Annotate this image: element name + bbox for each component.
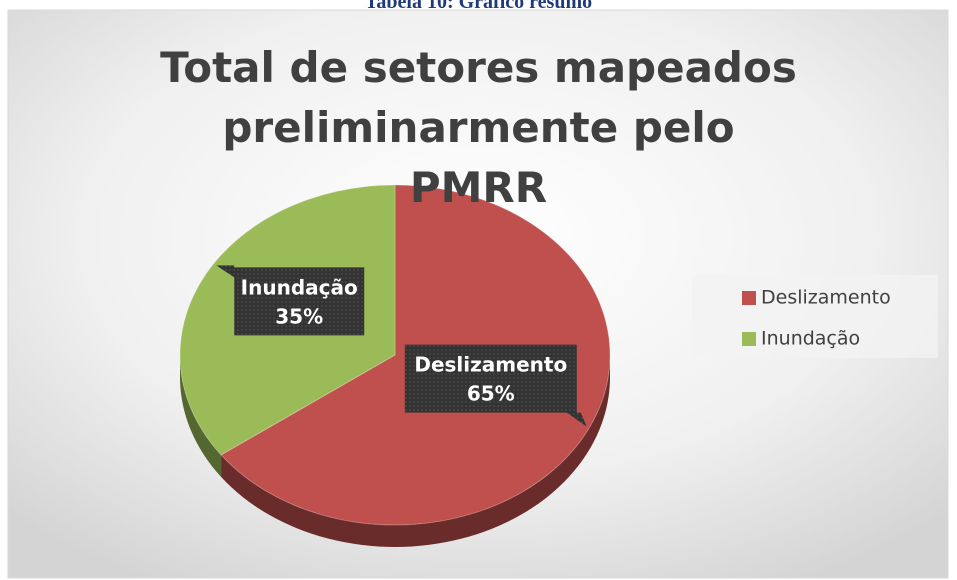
- data-label: Inundação 35%: [241, 275, 358, 328]
- data-label-category: Inundação: [241, 275, 358, 299]
- chart-title: Total de setores mapeados preliminarment…: [160, 43, 797, 212]
- legend-label: Inundação: [761, 328, 860, 350]
- slice-side: [221, 355, 610, 547]
- slice-side: [180, 355, 222, 477]
- legend-swatch: [742, 332, 756, 346]
- caption: Tabela 10: Gráfico resumo: [364, 0, 593, 13]
- data-label-value: 35%: [275, 304, 323, 328]
- data-label-value: 65%: [467, 381, 515, 405]
- legend-swatch: [742, 291, 756, 305]
- label-box: [404, 344, 587, 427]
- legend-label: Deslizamento: [761, 287, 891, 309]
- legend-box: [692, 275, 938, 358]
- data-label-category: Deslizamento: [414, 352, 567, 376]
- data-label: Deslizamento 65%: [414, 352, 567, 405]
- label-box: [216, 265, 365, 336]
